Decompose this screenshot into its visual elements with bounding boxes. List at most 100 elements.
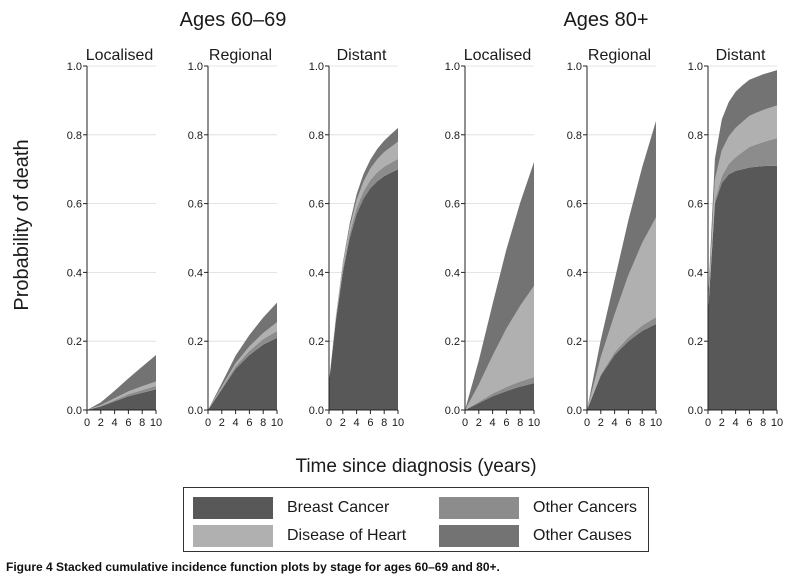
- figure-caption: Figure 4 Stacked cumulative incidence fu…: [6, 560, 500, 574]
- xtick-label-ages-60-69-distant-3: 6: [367, 417, 373, 429]
- xtick-label-ages-80-distant-0: 0: [705, 417, 711, 429]
- panel-ages-60-69-distant: 0.0 0.2 0.4 0.6 0.8 1.0 0 2 4 6 8 10 Distant: [309, 47, 404, 429]
- ytick-label-ages-80-localised-2: 0.4: [445, 267, 460, 279]
- ytick-label-ages-80-regional-1: 0.2: [567, 336, 582, 348]
- legend-label-disease-of-heart: Disease of Heart: [287, 527, 407, 544]
- xtick-label-ages-80-distant-3: 6: [746, 417, 752, 429]
- area-ages-60-69-distant-breast-cancer: [329, 169, 398, 410]
- area-ages-80-regional-other-causes: [587, 121, 656, 410]
- area-ages-60-69-regional-other-cancers: [208, 330, 277, 410]
- ytick-label-ages-60-69-localised-4: 0.8: [67, 130, 82, 142]
- panel-title-ages-80-regional: Regional: [588, 47, 651, 64]
- legend-item-other-causes: Other Causes: [439, 525, 632, 547]
- ytick-label-ages-80-localised-3: 0.6: [445, 199, 460, 211]
- ytick-label-ages-60-69-regional-1: 0.2: [188, 336, 203, 348]
- xtick-label-ages-60-69-regional-0: 0: [205, 417, 211, 429]
- xtick-label-ages-80-localised-0: 0: [462, 417, 468, 429]
- xtick-label-ages-60-69-distant-5: 10: [392, 417, 404, 429]
- xtick-label-ages-80-distant-4: 8: [760, 417, 766, 429]
- area-ages-80-regional-breast-cancer: [587, 324, 656, 410]
- panel-title-ages-60-69-localised: Localised: [86, 47, 154, 64]
- area-ages-80-regional-other-cancers: [587, 317, 656, 410]
- area-ages-80-localised-breast-cancer: [465, 383, 534, 410]
- xtick-label-ages-80-regional-2: 4: [612, 417, 618, 429]
- x-axis-label: Time since diagnosis (years): [295, 456, 536, 477]
- panel-title-ages-60-69-regional: Regional: [209, 47, 272, 64]
- panel-title-ages-60-69-distant: Distant: [337, 47, 387, 64]
- area-ages-60-69-regional-other-causes: [208, 302, 277, 410]
- xtick-label-ages-80-regional-4: 8: [639, 417, 645, 429]
- panel-title-ages-80-localised: Localised: [464, 47, 532, 64]
- xtick-label-ages-80-distant-1: 2: [719, 417, 725, 429]
- ytick-label-ages-80-distant-3: 0.6: [688, 199, 703, 211]
- ytick-label-ages-60-69-localised-0: 0.0: [67, 405, 82, 417]
- xtick-label-ages-60-69-localised-4: 8: [139, 417, 145, 429]
- area-ages-80-regional-disease-of-heart: [587, 217, 656, 410]
- ytick-label-ages-80-distant-4: 0.8: [688, 130, 703, 142]
- area-ages-60-69-localised-disease-of-heart: [87, 381, 156, 410]
- panel-title-ages-80-distant: Distant: [716, 47, 766, 64]
- xtick-label-ages-80-localised-1: 2: [476, 417, 482, 429]
- ytick-label-ages-80-regional-3: 0.6: [567, 199, 582, 211]
- xtick-label-ages-80-distant-5: 10: [771, 417, 783, 429]
- ytick-label-ages-80-regional-5: 1.0: [567, 61, 582, 73]
- panel-ages-60-69-localised: 0.0 0.2 0.4 0.6 0.8 1.0 0 2 4 6 8 10 Localised: [67, 47, 162, 429]
- xtick-label-ages-60-69-localised-1: 2: [98, 417, 104, 429]
- ytick-label-ages-60-69-localised-2: 0.4: [67, 267, 82, 279]
- xtick-label-ages-80-localised-5: 10: [528, 417, 540, 429]
- ytick-label-ages-80-regional-2: 0.4: [567, 267, 582, 279]
- ytick-label-ages-60-69-localised-5: 1.0: [67, 61, 82, 73]
- ytick-label-ages-80-regional-0: 0.0: [567, 405, 582, 417]
- legend-swatch-disease-of-heart: [193, 525, 273, 547]
- xtick-label-ages-60-69-distant-0: 0: [326, 417, 332, 429]
- xtick-label-ages-80-localised-2: 4: [490, 417, 496, 429]
- legend-label-other-causes: Other Causes: [533, 527, 632, 544]
- xtick-label-ages-80-localised-4: 8: [517, 417, 523, 429]
- area-ages-60-69-localised-other-causes: [87, 354, 156, 410]
- ytick-label-ages-80-localised-4: 0.8: [445, 130, 460, 142]
- ytick-label-ages-60-69-distant-0: 0.0: [309, 405, 324, 417]
- xtick-label-ages-60-69-regional-3: 6: [246, 417, 252, 429]
- ytick-label-ages-60-69-distant-2: 0.4: [309, 267, 324, 279]
- y-axis-label: Probability of death: [11, 139, 33, 310]
- legend-item-disease-of-heart: Disease of Heart: [193, 525, 406, 547]
- xtick-label-ages-60-69-localised-3: 6: [125, 417, 131, 429]
- xtick-label-ages-60-69-distant-4: 8: [381, 417, 387, 429]
- area-ages-80-distant-disease-of-heart: [708, 105, 777, 314]
- area-ages-60-69-regional-disease-of-heart: [208, 322, 277, 410]
- group-title-ages-60-69: Ages 60–69: [180, 9, 287, 31]
- ytick-label-ages-80-localised-0: 0.0: [445, 405, 460, 417]
- legend-item-other-cancers: Other Cancers: [439, 497, 637, 519]
- ytick-label-ages-60-69-regional-0: 0.0: [188, 405, 203, 417]
- ytick-label-ages-80-distant-5: 1.0: [688, 61, 703, 73]
- xtick-label-ages-80-regional-3: 6: [625, 417, 631, 429]
- legend-swatch-breast-cancer: [193, 497, 273, 519]
- group-title-ages-80-plus: Ages 80+: [563, 9, 648, 31]
- area-ages-60-69-regional-breast-cancer: [208, 337, 277, 410]
- xtick-label-ages-60-69-regional-2: 4: [233, 417, 239, 429]
- area-ages-60-69-distant-other-causes: [329, 127, 398, 383]
- ytick-label-ages-80-localised-1: 0.2: [445, 336, 460, 348]
- panel-ages-80-regional: 0.0 0.2 0.4 0.6 0.8 1.0 0 2 4 6 8 10 Regional: [567, 47, 662, 429]
- xtick-label-ages-60-69-localised-5: 10: [150, 417, 162, 429]
- ytick-label-ages-60-69-localised-3: 0.6: [67, 199, 82, 211]
- ytick-label-ages-60-69-regional-2: 0.4: [188, 267, 203, 279]
- legend-swatch-other-cancers: [439, 497, 519, 519]
- area-ages-80-distant-other-causes: [708, 70, 777, 307]
- xtick-label-ages-80-regional-0: 0: [584, 417, 590, 429]
- panel-ages-60-69-regional: 0.0 0.2 0.4 0.6 0.8 1.0 0 2 4 6 8 10 Regional: [188, 47, 283, 429]
- panel-ages-80-localised: 0.0 0.2 0.4 0.6 0.8 1.0 0 2 4 6 8 10 Localised: [445, 47, 540, 429]
- area-ages-80-localised-other-causes: [465, 161, 534, 410]
- xtick-label-ages-60-69-localised-2: 4: [112, 417, 118, 429]
- area-ages-60-69-localised-other-cancers: [87, 385, 156, 410]
- ytick-label-ages-60-69-distant-5: 1.0: [309, 61, 324, 73]
- area-ages-80-localised-other-cancers: [465, 376, 534, 410]
- xtick-label-ages-60-69-distant-1: 2: [340, 417, 346, 429]
- xtick-label-ages-60-69-distant-2: 4: [354, 417, 360, 429]
- legend-label-other-cancers: Other Cancers: [533, 499, 638, 516]
- ytick-label-ages-60-69-distant-3: 0.6: [309, 199, 324, 211]
- area-ages-60-69-distant-disease-of-heart: [329, 141, 398, 383]
- xtick-label-ages-60-69-localised-0: 0: [84, 417, 90, 429]
- xtick-label-ages-60-69-regional-4: 8: [260, 417, 266, 429]
